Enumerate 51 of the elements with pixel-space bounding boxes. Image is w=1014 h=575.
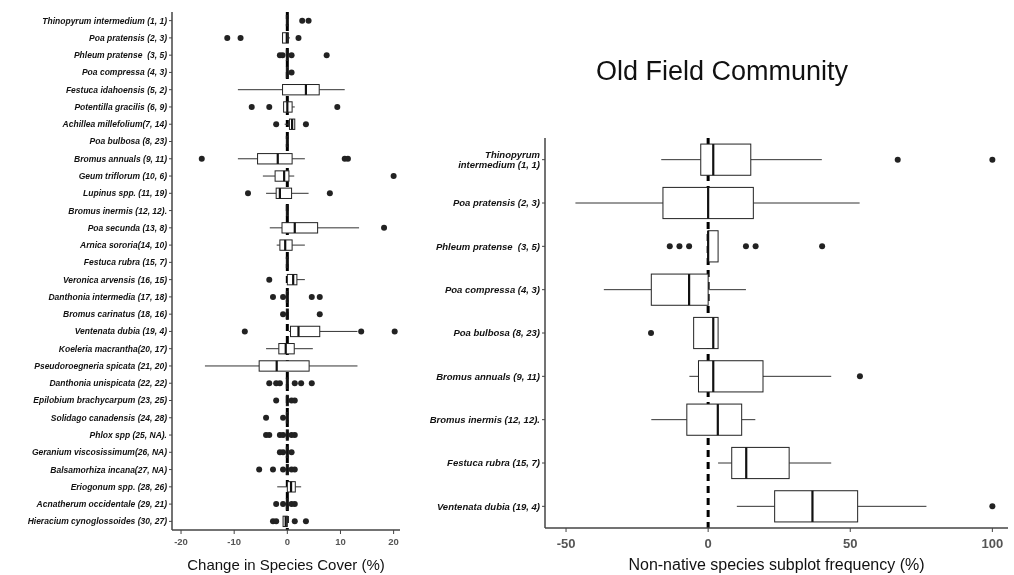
y-tick-label: Ventenata dubia (19, 4): [436, 500, 540, 512]
x-tick-label: -50: [556, 536, 576, 551]
y-tick-label: Poa pratensis (2, 3): [452, 197, 540, 209]
y-tick-label: Poa compressa (4, 3): [81, 67, 168, 78]
y-tick-label: Festuca rubra (15, 7): [83, 257, 168, 268]
y-tick-label: Balsamorhiza incana(27, NA): [50, 464, 168, 475]
y-tick-label: Poa bulbosa (8, 23): [453, 327, 540, 339]
y-tick-label: Poa compressa (4, 3): [444, 283, 540, 295]
y-tick-label: Festuca idahoensis (5, 2): [65, 84, 168, 95]
y-tick-label: Thinopyrum intermedium (1, 1): [458, 148, 541, 171]
y-tick-label: Bromus annuals (9, 11): [74, 153, 168, 164]
y-tick-label: Potentilla gracilis (6, 9): [74, 101, 168, 112]
y-tick-label: Poa secunda (13, 8): [87, 222, 168, 233]
y-tick-label: Bromus carinatus (18, 16): [63, 309, 168, 320]
y-tick-label: Epilobium brachycarpum (23, 25): [33, 395, 168, 406]
y-tick-label: Danthonia unispicata (22, 22): [49, 378, 168, 389]
y-tick-label: Poa pratensis (2, 3): [89, 32, 168, 43]
y-tick-label: Geum triflorum (10, 6): [78, 171, 168, 182]
x-tick-label: 100: [981, 536, 1004, 551]
x-tick-label: -20: [174, 536, 188, 547]
y-tick-label: Solidago canadensis (24, 28): [50, 412, 168, 423]
y-tick-label: Danthonia intermedia (17, 18): [48, 291, 168, 302]
y-tick-label: Hieracium cynoglossoides (30, 27): [27, 516, 168, 527]
x-axis-title: Non-native species subplot frequency (%): [628, 556, 925, 573]
x-tick-label: 50: [843, 536, 858, 551]
y-tick-label: Koeleria macrantha(20, 17): [58, 343, 168, 354]
y-tick-label: Ventenata dubia (19, 4): [74, 326, 168, 337]
y-tick-label: Achillea millefolium(7, 14): [61, 119, 168, 130]
y-tick-label: Thinopyrum intermedium (1, 1): [42, 15, 168, 26]
y-tick-label: Veronica arvensis (16, 15): [62, 274, 168, 285]
y-tick-label: Bromus inermis (12, 12).: [429, 413, 540, 425]
y-tick-label: Pseudoroegneria spicata (21, 20): [34, 360, 168, 371]
x-tick-label: -10: [227, 536, 242, 547]
y-tick-label: Poa bulbosa (8, 23): [89, 136, 168, 147]
chart-title: Old Field Community: [595, 56, 849, 86]
x-tick-label: 10: [335, 536, 346, 547]
x-tick-label: 20: [388, 536, 399, 547]
x-tick-label: 0: [704, 536, 712, 551]
y-tick-label: Phleum pratense (3, 5): [435, 240, 540, 252]
y-tick-label: Eriogonum spp. (28, 26): [70, 481, 168, 492]
y-tick-label: Phlox spp (25, NA).: [89, 430, 167, 441]
y-tick-label: Bromus annuals (9, 11): [436, 370, 540, 382]
y-tick-label: Phleum pratense (3, 5): [73, 50, 168, 61]
y-tick-label: Arnica sororia(14, 10): [79, 240, 168, 251]
x-tick-label: 0: [284, 536, 290, 547]
x-axis-title: Change in Species Cover (%): [187, 556, 385, 573]
y-tick-label: Acnatherum occidentale (29, 21): [35, 499, 168, 510]
y-tick-label: Lupinus spp. (11, 19): [83, 188, 168, 199]
y-tick-label: Festuca rubra (15, 7): [447, 457, 540, 469]
y-tick-label: Geranium viscosissimum(26, NA): [31, 447, 168, 458]
y-tick-label: Bromus inermis (12, 12).: [68, 205, 167, 216]
